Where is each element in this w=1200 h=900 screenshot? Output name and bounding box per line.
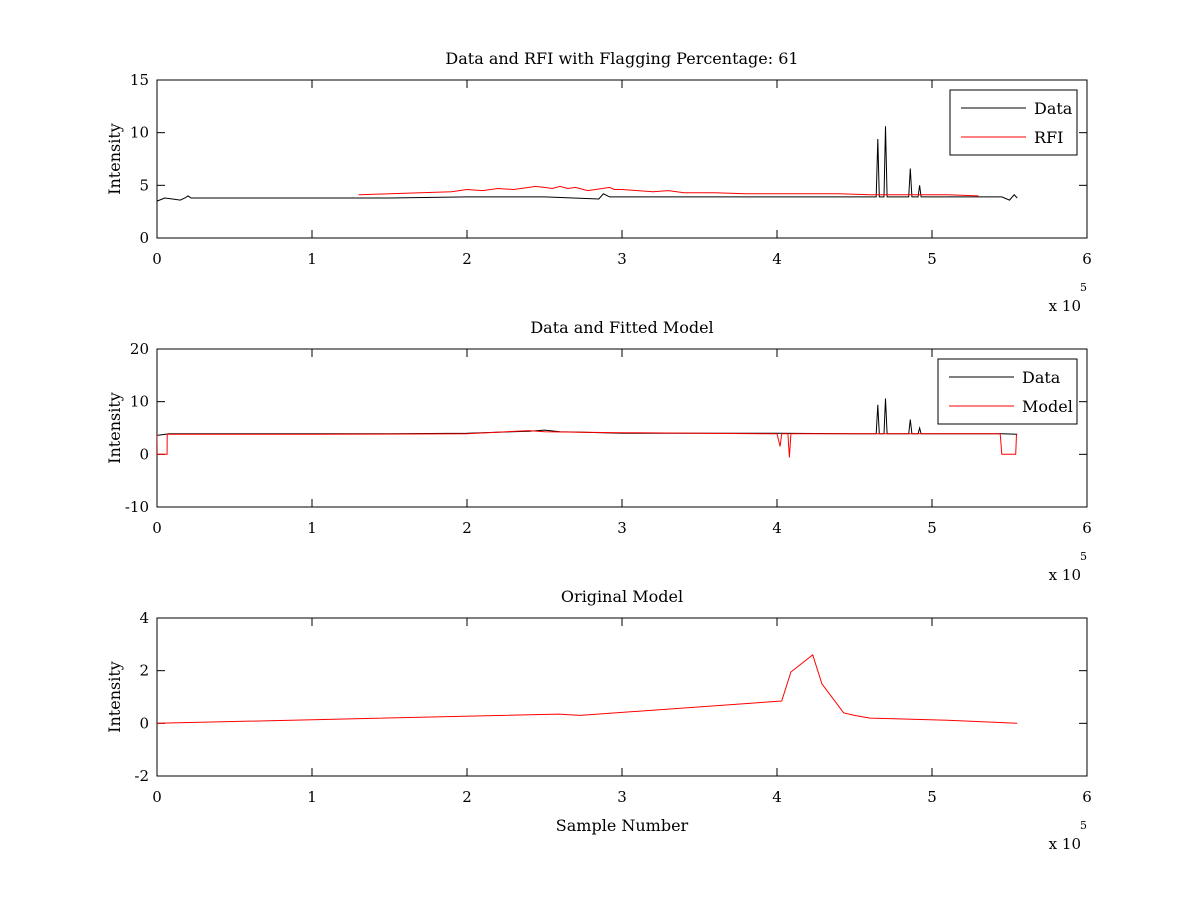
legend-label: Data	[1022, 368, 1061, 387]
y-tick-label: 10	[130, 124, 149, 142]
x-tick-label: 2	[462, 250, 472, 268]
y-tick-label: 2	[139, 662, 149, 680]
x-tick-label: 1	[307, 250, 317, 268]
legend-label: Model	[1022, 397, 1073, 416]
series-line-rfi	[358, 185, 979, 197]
x-tick-label: 4	[772, 250, 782, 268]
x-tick-label: 3	[617, 788, 627, 806]
x-tick-label: 4	[772, 519, 782, 537]
y-tick-label: 0	[139, 229, 149, 247]
y-tick-label: 5	[139, 176, 149, 194]
y-tick-label: 0	[139, 714, 149, 732]
axes-box	[156, 79, 1088, 239]
x-multiplier-exponent: 5	[1080, 819, 1087, 832]
legend: Data Model	[937, 358, 1078, 425]
y-tick-label: 20	[130, 340, 149, 358]
legend: Data RFI	[949, 89, 1078, 156]
y-axis-label: Intensity	[105, 392, 124, 464]
x-tick-label: 1	[307, 519, 317, 537]
legend-label: RFI	[1034, 128, 1063, 147]
x-tick-label: 6	[1082, 250, 1092, 268]
chart-title: Data and RFI with Flagging Percentage: 6…	[445, 49, 798, 68]
x-tick-label: 2	[462, 519, 472, 537]
y-tick-label: -10	[125, 498, 149, 516]
series-line-model	[157, 430, 1017, 458]
x-tick-label: 3	[617, 519, 627, 537]
x-tick-label: 0	[152, 788, 162, 806]
x-multiplier: x 10	[1049, 297, 1081, 315]
y-axis-label: Intensity	[105, 123, 124, 195]
y-axis-label: Intensity	[105, 661, 124, 733]
legend-box	[937, 358, 1078, 425]
x-tick-label: 0	[152, 519, 162, 537]
chart-title: Original Model	[561, 587, 683, 606]
x-multiplier-exponent: 5	[1080, 550, 1087, 563]
y-tick-label: 0	[139, 445, 149, 463]
x-multiplier: x 10	[1049, 835, 1081, 853]
x-tick-label: 3	[617, 250, 627, 268]
x-multiplier: x 10	[1049, 566, 1081, 584]
y-tick-label: 10	[130, 393, 149, 411]
chart-title: Data and Fitted Model	[530, 318, 713, 337]
x-axis-label: Sample Number	[556, 816, 689, 835]
x-tick-label: 5	[927, 788, 937, 806]
x-multiplier-exponent: 5	[1080, 281, 1087, 294]
x-tick-label: 1	[307, 788, 317, 806]
legend-box	[949, 89, 1078, 156]
x-tick-label: 4	[772, 788, 782, 806]
x-tick-label: 5	[927, 250, 937, 268]
x-tick-label: 6	[1082, 788, 1092, 806]
series-line-original-model	[157, 654, 1018, 724]
y-tick-label: 4	[139, 609, 149, 627]
legend-label: Data	[1034, 99, 1073, 118]
y-tick-label: -2	[134, 767, 149, 785]
y-tick-label: 15	[130, 71, 149, 89]
axes-box	[156, 348, 1088, 508]
axes-box	[156, 617, 1088, 777]
series-line-data	[157, 126, 1018, 202]
x-tick-label: 0	[152, 250, 162, 268]
x-tick-label: 2	[462, 788, 472, 806]
x-tick-label: 6	[1082, 519, 1092, 537]
x-tick-label: 5	[927, 519, 937, 537]
panel-1: 0 1 2 3 4 5 6 0 5 10 15 Data and RFI with Flagging …	[105, 49, 1092, 315]
